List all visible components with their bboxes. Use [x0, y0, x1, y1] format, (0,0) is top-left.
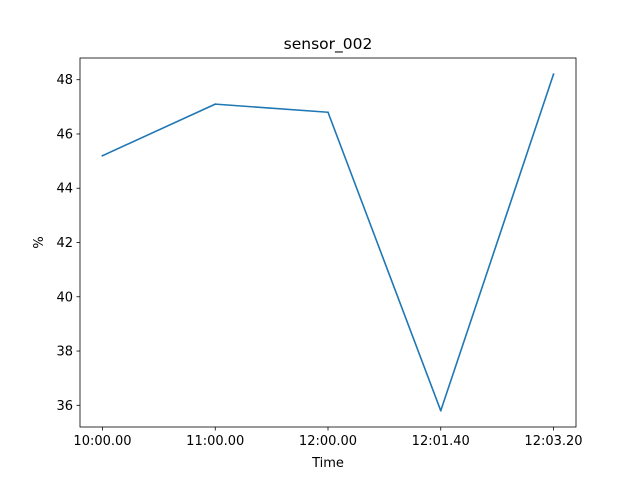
plot-frame — [79, 57, 577, 428]
y-axis-ticks: 36 38 40 42 44 46 48 — [56, 73, 80, 414]
y-axis-title: % — [32, 236, 47, 248]
y-tick-label: 42 — [56, 236, 73, 251]
x-tick-label: 12:03.20 — [524, 434, 582, 449]
data-point — [214, 103, 217, 106]
x-tick-label: 12:01.40 — [412, 434, 470, 449]
series-group — [101, 73, 555, 412]
x-tick-label: 10:00.00 — [73, 434, 131, 449]
x-tick-label: 12:00.00 — [299, 434, 357, 449]
data-point — [552, 73, 555, 76]
y-tick-label: 48 — [56, 73, 73, 88]
x-axis-title: Time — [311, 456, 344, 471]
data-point — [101, 154, 104, 157]
y-tick-label: 44 — [56, 182, 73, 197]
y-tick-label: 38 — [56, 345, 73, 360]
plot-area — [80, 58, 576, 427]
data-point — [439, 409, 442, 412]
data-point — [327, 111, 329, 114]
x-axis-ticks: 10:00.00 11:00.00 12:00.00 12:01.40 12:03.20 — [73, 427, 583, 449]
x-tick-label: 11:00.00 — [186, 434, 244, 449]
y-tick-label: 40 — [56, 290, 73, 305]
chart-title: sensor_002 — [284, 35, 373, 54]
y-tick-label: 36 — [56, 399, 73, 414]
y-tick-label: 46 — [56, 127, 73, 142]
